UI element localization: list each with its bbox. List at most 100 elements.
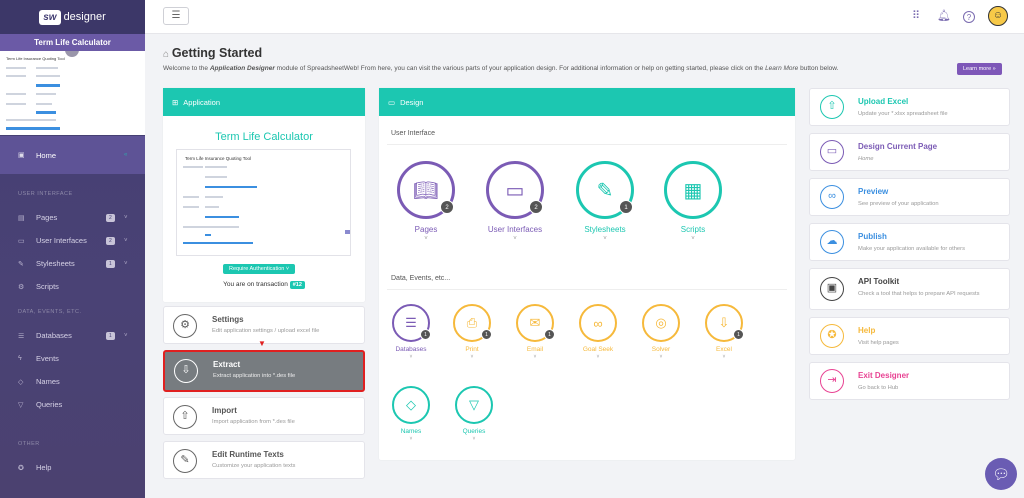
chevron-down-icon[interactable]: ˅ [65,51,79,57]
chat-icon[interactable]: 💬︎ [985,458,1017,490]
card-title: Design Current Page [858,142,938,151]
preview-card[interactable]: ∞ Preview See preview of your application [809,178,1010,216]
thumb-line [6,93,26,95]
sidebar-item-help[interactable]: ✪ Help [0,456,145,479]
card-subtitle: Import application from *.des file [212,419,295,425]
app-thumbnail[interactable]: ˅ Term Life Insurance Quoting Tool [0,51,145,135]
grid-icon: ⊞ [172,97,179,107]
sidebar-item-user-interfaces[interactable]: ▭ User Interfaces 2 ˅ [0,229,145,252]
window-icon: ▭ [18,237,25,245]
sidebar-item-pages[interactable]: ▤ Pages 2 ˅ [0,206,145,229]
card-title: Extract [213,360,241,369]
design-panel-header: ▭ Design [379,88,795,116]
subtitle-part: button below. [798,65,839,72]
card-title: Exit Designer [858,371,910,380]
design-print[interactable]: ⎙ 1 Print ˅ [442,304,502,360]
edit-runtime-texts-card[interactable]: ✎ Edit Runtime Texts Customize your applic… [163,441,365,479]
help-icon: ✪ [18,464,24,472]
count-badge: 1 [420,329,431,340]
design-label: User Interfaces [487,225,543,234]
design-label: Email [526,346,544,353]
preview-line [205,166,227,168]
design-scripts[interactable]: ▦ Scripts ˅ [648,161,738,242]
card-subtitle: Update your *.xlsx spreadsheet file [858,111,948,117]
preview-line [205,176,227,178]
design-user-interfaces[interactable]: ▭ 2 User Interfaces ˅ [470,161,560,242]
edit-icon: ✎ [173,449,197,473]
sidebar-item-label: Pages [36,213,58,222]
card-subtitle: See preview of your application [858,201,939,207]
design-label: Stylesheets [584,225,626,234]
app-preview-image[interactable]: Term Life Insurance Quoting Tool [176,149,351,256]
help-card[interactable]: ✪ Help Visit help pages [809,317,1010,355]
design-solver[interactable]: ◎ Solver ˅ [631,304,691,360]
sidebar-item-label: Scripts [36,282,59,291]
upload-icon: ⇧ [820,95,844,119]
preview-scroll [345,230,350,234]
learn-more-button[interactable]: Learn more » [957,63,1002,75]
chevron-down-icon: ˅ [722,354,726,360]
design-email[interactable]: ✉ 1 Email ˅ [505,304,565,360]
apps-grid-icon[interactable]: ⠿ [912,10,921,22]
preview-line [183,226,239,228]
collapse-icon[interactable]: « [124,152,128,158]
sidebar-item-label: Queries [36,400,63,409]
import-card[interactable]: ⇧ Import Import application from *.des fil… [163,397,365,435]
design-goal-seek[interactable]: ∞ Goal Seek ˅ [568,304,628,360]
design-pages[interactable]: 📖︎ 2 Pages ˅ [381,161,471,242]
sidebar-item-label: Databases [36,331,72,340]
subtitle-part: module of SpreadsheetWeb! From here, you… [274,65,766,72]
logo-text: designer [63,11,106,23]
pencil-icon: ✎ 1 [576,161,634,219]
require-authentication-button[interactable]: Require Authentication ˅ [223,264,296,274]
design-names[interactable]: ◇ Names ˅ [381,386,441,442]
count-badge: 2 [440,200,454,214]
data-section-label: Data, Events, etc... [391,275,451,282]
menu-toggle-button[interactable]: ☰ [163,7,189,25]
design-label: Goal Seek [582,346,614,353]
section-other: OTHER [18,441,40,447]
design-current-page-card[interactable]: ▭ Design Current Page Home [809,133,1010,171]
window-icon: ▭ [820,140,844,164]
card-subtitle: Check a tool that helps to prepare API r… [858,291,980,297]
sidebar-item-label: Help [36,463,52,472]
pages-icon: ▤ [18,214,25,222]
database-icon: ☰ [18,332,25,340]
page-subtitle: Welcome to the Application Designer modu… [163,65,953,72]
page-title-text: Getting Started [171,46,263,60]
design-stylesheets[interactable]: ✎ 1 Stylesheets ˅ [560,161,650,242]
download-icon: ⇩ [174,359,198,383]
api-toolkit-card[interactable]: ▣ API Toolkit Check a tool that helps to p… [809,268,1010,310]
bell-icon[interactable]: 🔔︎ [937,10,951,22]
envelope-icon: ✉ 1 [516,304,555,342]
sidebar-item-databases[interactable]: ☰ Databases 1 ˅ [0,324,145,347]
book-icon: 📖︎ 2 [397,161,455,219]
settings-card[interactable]: ⚙ Settings Edit application settings / upl… [163,306,365,344]
publish-card[interactable]: ☁ Publish Make your application available … [809,223,1010,261]
sidebar-item-stylesheets[interactable]: ✎ Stylesheets 1 ˅ [0,252,145,275]
design-label: Queries [462,428,486,435]
chevron-down-icon: ˅ [124,214,128,221]
help-icon[interactable]: ? [963,11,975,23]
sidebar-item-events[interactable]: ϟ Events [0,347,145,370]
count-badge: 1 [733,329,744,340]
sidebar-item-scripts[interactable]: ⚙ Scripts [0,275,145,298]
thumb-bar [36,111,56,114]
preview-line [183,166,203,168]
extract-card[interactable]: ⇩ Extract Extract application into *.des f… [163,350,365,392]
sidebar-item-label: Stylesheets [36,259,75,268]
logo[interactable]: sw designer [0,0,145,34]
exit-designer-card[interactable]: ⇥ Exit Designer Go back to Hub [809,362,1010,400]
sidebar-item-names[interactable]: ◇ Names [0,370,145,393]
section-data-events: DATA, EVENTS, ETC. [18,309,82,315]
chevron-down-icon: ˅ [472,436,476,442]
design-queries[interactable]: ▽ Queries ˅ [444,386,504,442]
chevron-down-icon: ˅ [533,354,537,360]
design-excel[interactable]: ⇩ 1 Excel ˅ [694,304,754,360]
avatar[interactable]: ☺ [988,6,1008,26]
upload-excel-card[interactable]: ⇧ Upload Excel Update your *.xlsx spreadsh… [809,88,1010,126]
sidebar-item-home[interactable]: ▣ Home « [0,136,145,174]
design-databases[interactable]: ☰ 1 Databases ˅ [381,304,441,360]
sidebar-item-queries[interactable]: ▽ Queries [0,393,145,416]
cloud-upload-icon: ☁ [820,230,844,254]
